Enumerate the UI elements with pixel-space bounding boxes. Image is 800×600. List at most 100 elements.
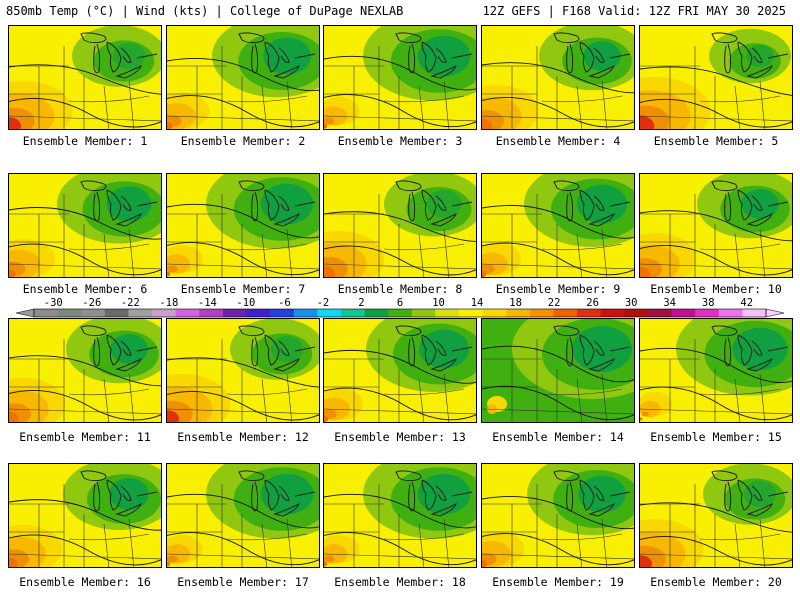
temperature-field-map [167,174,319,277]
colorbar-max-arrow [765,308,785,318]
temperature-field-map [167,319,319,422]
colorbar-tick-label: -18 [159,297,178,309]
temperature-field-map [482,319,634,422]
temperature-field-map [9,174,161,277]
member-label: Ensemble Member: 9 [495,282,621,296]
colorbar-segment [411,309,436,317]
colorbar-tick-label: 38 [702,297,715,309]
temperature-field-map [9,319,161,422]
member-map-panel [639,173,793,278]
colorbar-segment [317,309,342,317]
temperature-field-map [167,464,319,567]
run-valid-time: 12Z GEFS | F168 Valid: 12Z FRI MAY 30 20… [482,4,786,18]
member-label: Ensemble Member: 3 [337,134,463,148]
colorbar-segment [529,309,554,317]
member-map-panel [8,25,162,130]
colorbar-tick-label: 6 [397,297,403,309]
colorbar-segment [553,309,578,317]
member-map-panel [323,463,477,568]
member-label: Ensemble Member: 12 [177,430,309,444]
colorbar-segment [671,309,696,317]
member-label: Ensemble Member: 7 [180,282,306,296]
colorbar-tick-label: 22 [548,297,561,309]
colorbar-segment [270,309,295,317]
colorbar-segment [199,309,224,317]
colorbar-segment [388,309,413,317]
colorbar-tick-label: -22 [121,297,140,309]
colorbar-segment [364,309,389,317]
colorbar-tick-label: -26 [82,297,101,309]
member-map-panel [323,173,477,278]
colorbar-segment [718,309,743,317]
colorbar-tick-label: 26 [586,297,599,309]
member-map-panel [481,25,635,130]
member-map-panel [166,318,320,423]
colorbar-segment [506,309,531,317]
colorbar-segment [128,309,153,317]
member-label: Ensemble Member: 19 [492,575,624,589]
member-label: Ensemble Member: 4 [495,134,621,148]
colorbar-segment [293,309,318,317]
member-label: Ensemble Member: 17 [177,575,309,589]
colorbar-segment [175,309,200,317]
colorbar-segment [742,309,767,317]
member-map-panel [323,25,477,130]
member-label: Ensemble Member: 15 [650,430,782,444]
colorbar-segment [482,309,507,317]
member-map-panel [323,318,477,423]
temperature-field-map [324,26,476,129]
member-map-panel [639,25,793,130]
temperature-field-map [640,174,792,277]
member-label: Ensemble Member: 8 [337,282,463,296]
colorbar-segment [695,309,720,317]
member-map-panel [639,463,793,568]
temperature-field-map [9,26,161,129]
member-map-panel [166,173,320,278]
temperature-colorbar: -30 -26 -22 -18 -14 -10 -6 -2 2 6 10 14 18 22 26 30 34 38… [15,297,785,318]
colorbar-segment [152,309,177,317]
member-label: Ensemble Member: 16 [19,575,151,589]
member-map-panel [639,318,793,423]
colorbar-segment [340,309,365,317]
member-label: Ensemble Member: 2 [180,134,306,148]
chart-title: 850mb Temp (°C) | Wind (kts) | College o… [6,4,404,18]
colorbar-tick-label: 34 [663,297,676,309]
member-label: Ensemble Member: 20 [650,575,782,589]
member-label: Ensemble Member: 1 [22,134,148,148]
colorbar-segment [624,309,649,317]
member-map-panel [481,318,635,423]
colorbar-tick-label: -14 [198,297,217,309]
colorbar-tick-label: 18 [509,297,522,309]
colorbar-tick-label: 30 [625,297,638,309]
temperature-field-map [324,464,476,567]
colorbar-tick-label: -10 [236,297,255,309]
colorbar-tick-label: -30 [44,297,63,309]
colorbar-segment [459,309,484,317]
temperature-field-map [167,26,319,129]
colorbar-segment [57,309,82,317]
colorbar-segment [81,309,106,317]
colorbar-segment [104,309,129,317]
temperature-field-map [640,26,792,129]
colorbar-segment [246,309,271,317]
colorbar-segment [222,309,247,317]
temperature-field-map [9,464,161,567]
colorbar-tick-label: 2 [358,297,364,309]
temperature-field-map [482,464,634,567]
member-label: Ensemble Member: 6 [22,282,148,296]
colorbar-tick-label: 14 [471,297,484,309]
member-map-panel [8,318,162,423]
colorbar-tick-label: 10 [432,297,445,309]
member-map-panel [481,463,635,568]
member-label: Ensemble Member: 10 [650,282,782,296]
member-label: Ensemble Member: 14 [492,430,624,444]
colorbar-segment [435,309,460,317]
colorbar-segment [647,309,672,317]
colorbar-tick-label: 42 [740,297,753,309]
member-map-panel [481,173,635,278]
colorbar-tick-label: -2 [317,297,330,309]
member-map-panel [166,463,320,568]
colorbar-segment [577,309,602,317]
temperature-field-map [640,319,792,422]
colorbar-min-arrow [15,308,35,318]
